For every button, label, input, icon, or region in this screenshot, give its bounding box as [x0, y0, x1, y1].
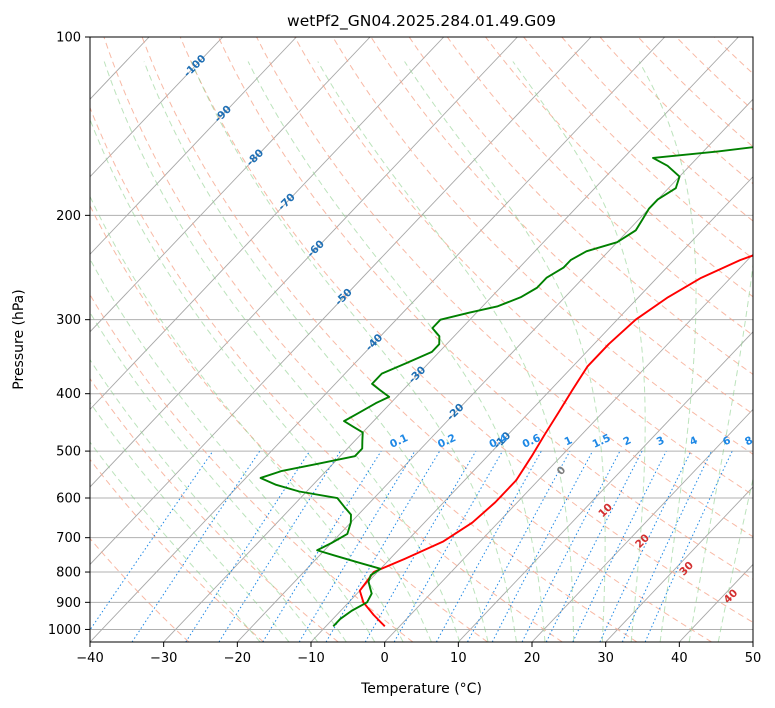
- mixing-ratio-line: [262, 450, 382, 642]
- moist-adiabat: [90, 358, 319, 642]
- mixing-ratio-line: [644, 450, 733, 642]
- dry-adiabat: [332, 37, 753, 455]
- isotherm-line: [90, 37, 518, 488]
- dry-adiabat: [217, 37, 753, 580]
- x-tick-label: −30: [150, 651, 177, 666]
- dry-adiabat: [90, 537, 190, 642]
- mixing-ratio-line: [131, 450, 261, 642]
- dry-adiabat: [446, 37, 753, 336]
- isotherm-line: [458, 331, 753, 642]
- mixing-ratio-label: 6: [721, 434, 733, 448]
- moist-adiabat: [90, 401, 290, 642]
- dry-adiabat: [90, 106, 563, 642]
- moist-adiabat: [317, 61, 575, 642]
- mixing-ratio-line: [467, 450, 571, 642]
- mixing-ratio-line: [90, 450, 214, 631]
- isotherm-line: [90, 37, 592, 566]
- mixing-ratio-label: 8: [743, 434, 755, 448]
- moist-adiabat: [638, 61, 697, 642]
- dry-adiabat: [294, 37, 753, 496]
- moist-adiabat: [512, 61, 646, 642]
- mixing-ratio-line: [298, 450, 416, 642]
- y-tick-label: 600: [56, 492, 81, 507]
- dry-adiabat: [141, 37, 712, 642]
- isotherm-line: [531, 408, 753, 642]
- x-tick-label: 50: [745, 651, 762, 666]
- x-tick-label: 40: [671, 651, 688, 666]
- moist-adiabat: [404, 61, 606, 642]
- dry-adiabat: [408, 37, 753, 375]
- isotherm-line: [90, 37, 224, 178]
- mixing-ratio-label: 4: [688, 434, 700, 448]
- y-axis-label: Pressure (hPa): [11, 289, 27, 389]
- y-axis: 100 200 300 400 500 600 700 800 900 1000: [48, 31, 90, 638]
- sounding-profiles: [259, 146, 753, 628]
- mixing-ratio-line: [185, 450, 311, 642]
- dry-adiabat: [179, 37, 753, 623]
- moist-adiabat: [90, 258, 376, 642]
- isotherm-line: [163, 37, 739, 642]
- dry-adiabat: [90, 204, 488, 642]
- plot-frame: [89, 36, 754, 643]
- x-tick-label: −10: [297, 651, 324, 666]
- moist-adiabat: [247, 61, 546, 642]
- x-tick-label: −20: [224, 651, 251, 666]
- dry-adiabat: [370, 37, 753, 415]
- x-tick-label: −40: [76, 651, 103, 666]
- mixing-ratio-label: 1: [563, 434, 575, 448]
- dry-adiabat: [103, 37, 638, 642]
- moist-adiabat: [190, 61, 517, 642]
- x-axis-label: Temperature (°C): [360, 681, 482, 697]
- temperature-profile: [358, 254, 753, 628]
- moist-adiabat: [717, 476, 753, 642]
- y-tick-label: 700: [56, 531, 81, 546]
- isotherm-line: [90, 37, 445, 411]
- y-tick-label: 500: [56, 445, 81, 460]
- moist-adiabat: [103, 61, 461, 642]
- mixing-ratio-line: [218, 450, 341, 642]
- moist-adiabat: [90, 311, 347, 642]
- mixing-ratio-line: [572, 450, 667, 642]
- mixing-ratio-line: [393, 450, 503, 642]
- moist-adiabat-lines: [90, 61, 753, 642]
- isotherm-line: [90, 37, 297, 255]
- moist-adiabat: [688, 260, 753, 642]
- x-tick-label: 10: [450, 651, 467, 666]
- y-tick-label: 400: [56, 387, 81, 402]
- mixing-ratio-line: [435, 450, 542, 642]
- mixing-ratio-label: 3: [655, 434, 667, 448]
- y-tick-label: 800: [56, 566, 81, 581]
- x-tick-label: 30: [597, 651, 614, 666]
- isotherm-line: [384, 253, 753, 642]
- isotherm-line: [90, 37, 666, 642]
- y-tick-label: 200: [56, 209, 81, 224]
- moist-adiabat: [143, 61, 489, 642]
- mixing-ratio-line: [545, 450, 643, 642]
- chart-title: wetPf2_GN04.2025.284.01.49.G09: [287, 12, 556, 31]
- y-tick-label: 900: [56, 596, 81, 611]
- y-tick-label: 1000: [48, 623, 81, 638]
- moist-adiabat: [90, 195, 404, 642]
- mixing-ratio-label: 2: [622, 434, 634, 448]
- mixing-ratio-lines: [90, 450, 733, 642]
- x-axis: −40 −30 −20 −10 0 10 20 30 40 50: [76, 642, 761, 666]
- plot-area: -100-90-80-70-60-50-40-30-20-100.1 0.2 0.4…: [90, 37, 755, 642]
- isotherm-line: [90, 37, 371, 333]
- y-tick-label: 300: [56, 313, 81, 328]
- dry-adiabat: [256, 37, 753, 538]
- dry-adiabat: [90, 458, 264, 642]
- dewpoint-profile: [259, 146, 753, 627]
- moist-adiabat: [90, 441, 261, 642]
- x-tick-label: 20: [524, 651, 541, 666]
- x-tick-label: 0: [381, 651, 389, 666]
- moist-adiabat: [90, 118, 432, 642]
- isotherm-line: [605, 486, 753, 642]
- dry-adiabat: [90, 293, 414, 642]
- y-tick-label: 100: [56, 31, 81, 46]
